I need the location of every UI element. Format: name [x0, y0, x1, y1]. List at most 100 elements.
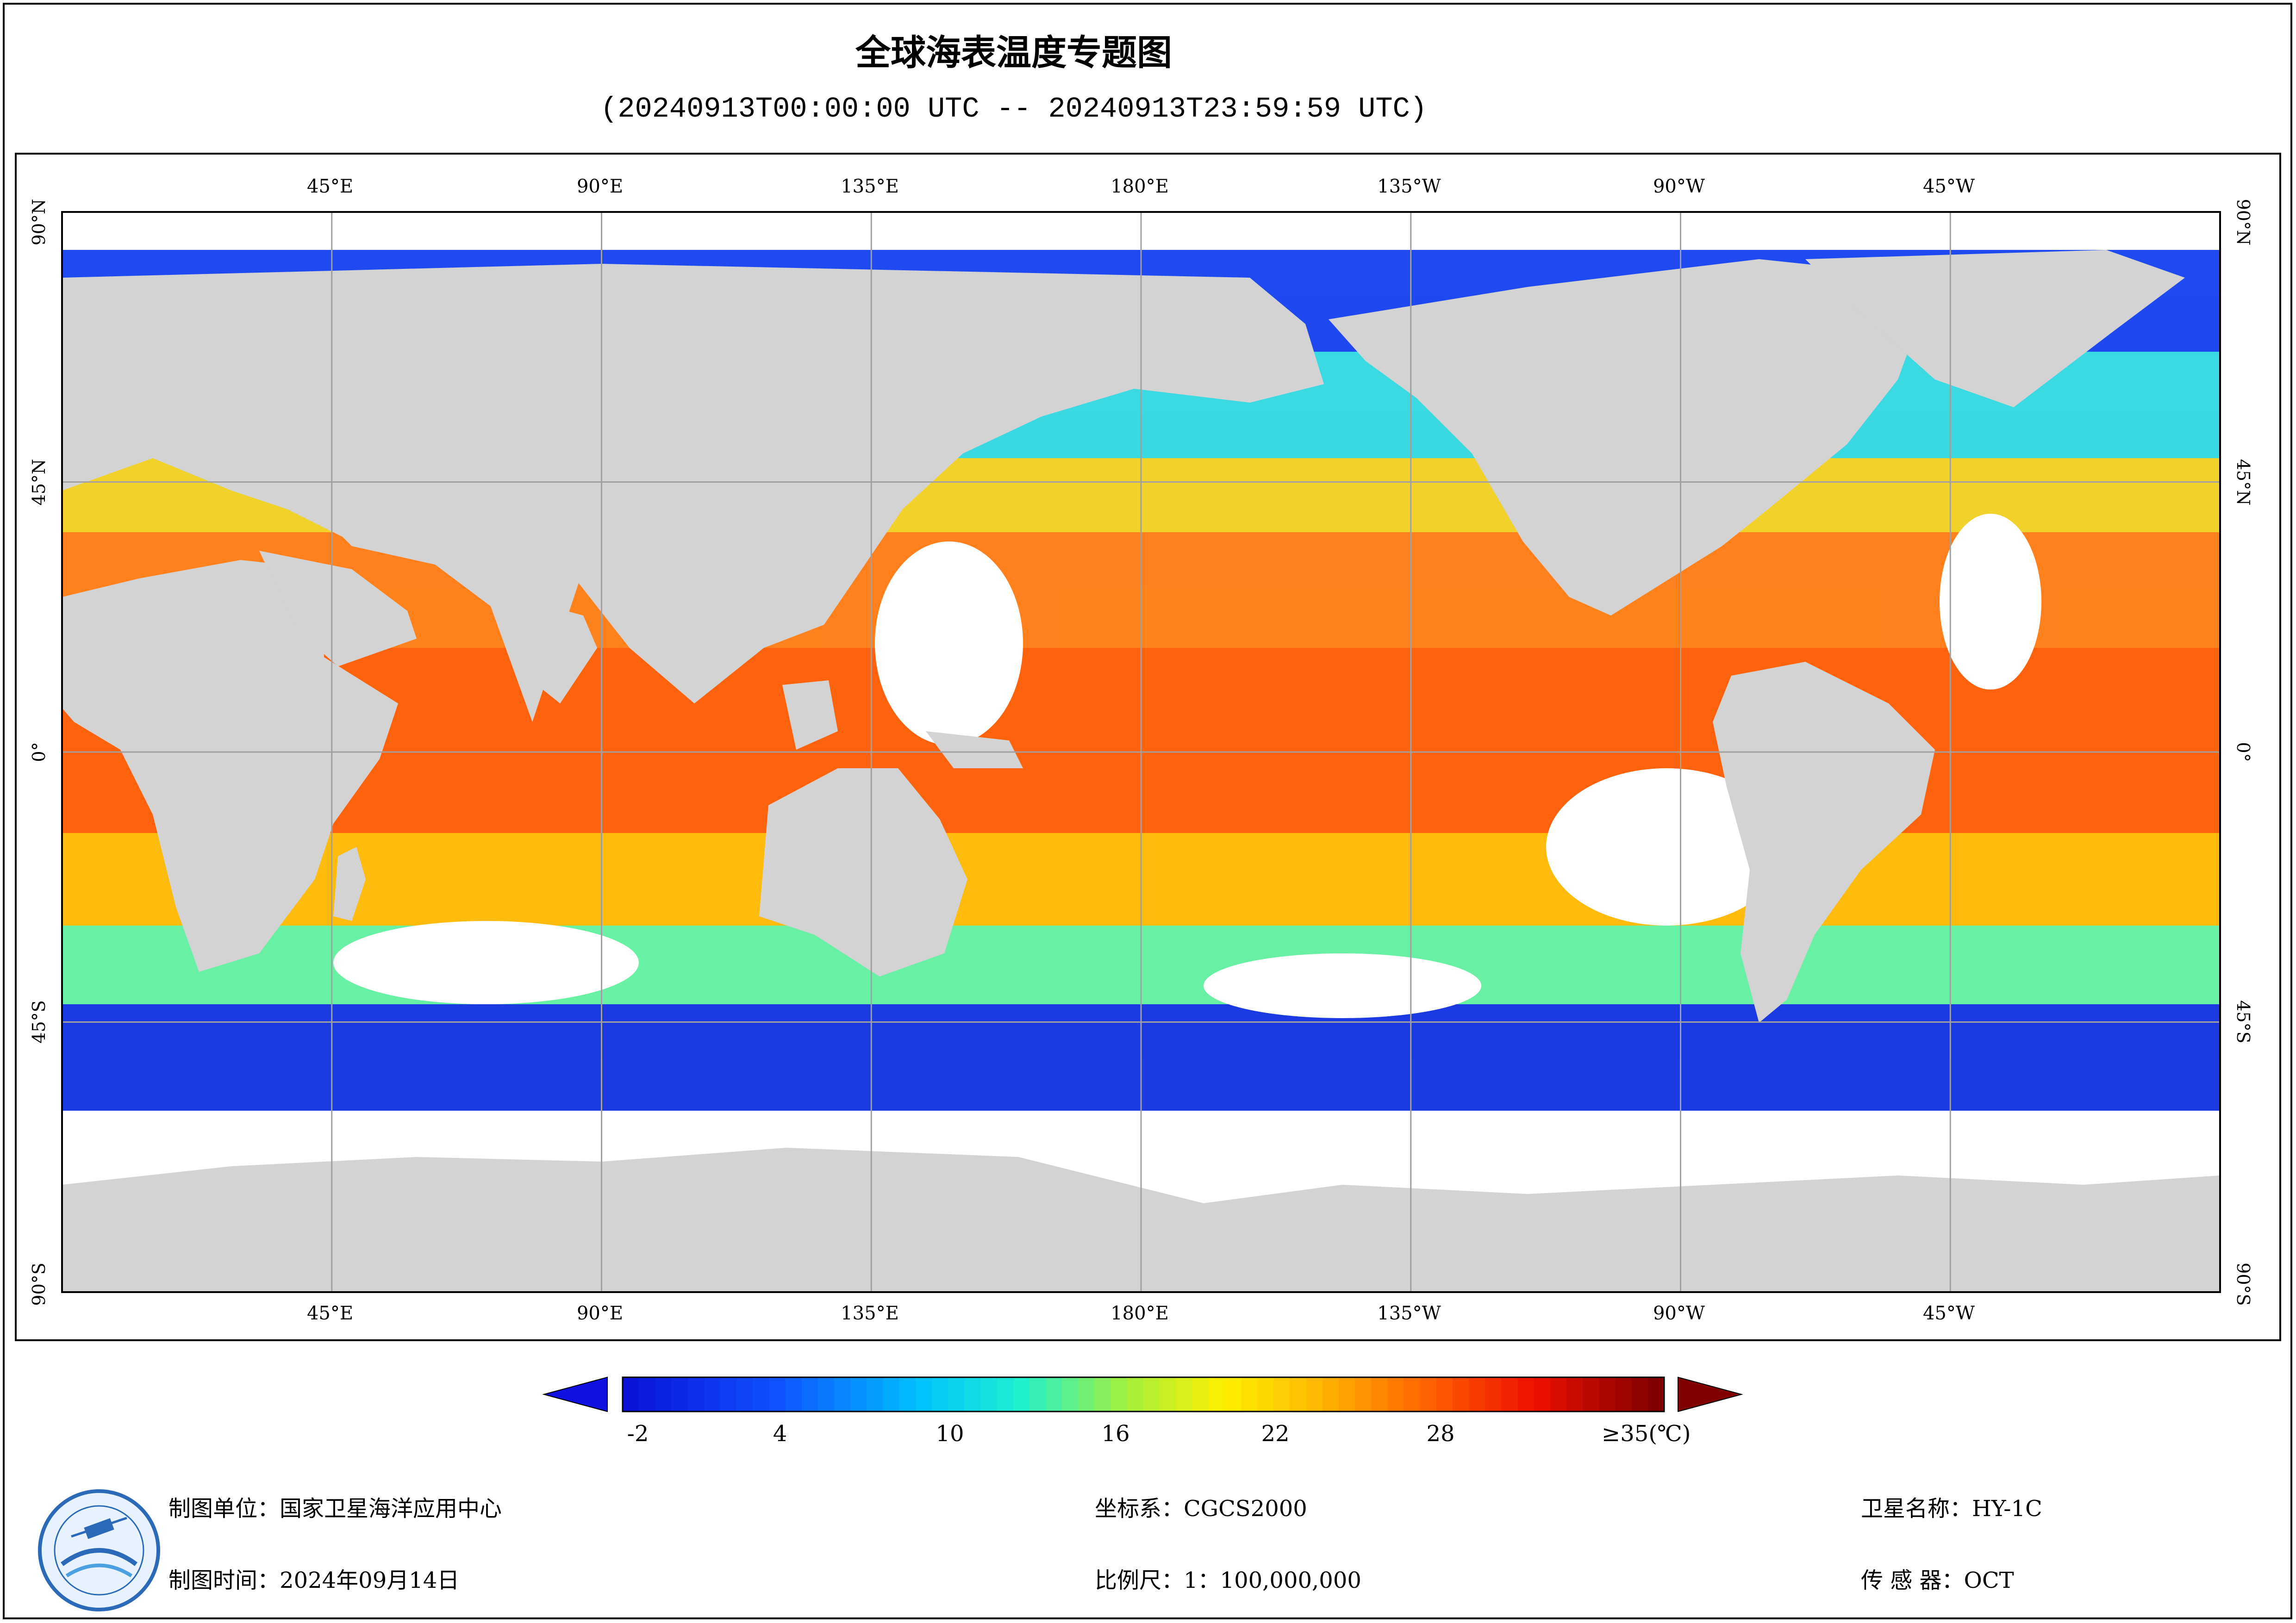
lat-label-right-90s: 90°S [2233, 1262, 2253, 1306]
colorbar-cell [1224, 1377, 1242, 1412]
colorbar-cell [899, 1377, 916, 1412]
colorbar-cell [736, 1377, 753, 1412]
lat-label-left-45n: 45°N [29, 459, 49, 506]
colorbar-cell [883, 1377, 900, 1412]
coordinate-system: 坐标系：CGCS2000 [1095, 1496, 1307, 1522]
lat-label-right-45n: 45°N [2233, 459, 2253, 506]
colorbar-cell [1534, 1377, 1551, 1412]
map-date: 制图时间：2024年09月14日 [168, 1567, 460, 1593]
colorbar-cell [1192, 1377, 1209, 1412]
colorbar-cell [1371, 1377, 1388, 1412]
colorbar-cell [915, 1377, 932, 1412]
colorbar-cell [964, 1377, 981, 1412]
colorbar-cell [1647, 1377, 1665, 1412]
lon-label-top-135e: 135°E [841, 176, 899, 197]
lon-label-bottom-135e: 135°E [841, 1303, 899, 1324]
colorbar-cell [1615, 1377, 1632, 1412]
land-africa [62, 560, 398, 972]
lon-label-bottom-90e: 90°E [576, 1303, 624, 1324]
colorbar-cell [1501, 1377, 1518, 1412]
map-producer: 制图单位：国家卫星海洋应用中心 [168, 1496, 502, 1522]
lon-label-bottom-180e: 180°E [1111, 1303, 1169, 1324]
colorbar-cell [1338, 1377, 1355, 1412]
colorbar-cell [1436, 1377, 1453, 1412]
lat-label-right-0: 0° [2233, 742, 2253, 762]
colorbar-cell [769, 1377, 786, 1412]
colorbar-cell [834, 1377, 851, 1412]
time-range-subtitle: (20240913T00:00:00 UTC -- 20240913T23:59… [600, 93, 1427, 125]
colorbar-tick-label: -2 [627, 1421, 649, 1447]
lat-label-right-45s: 45°S [2233, 1000, 2253, 1044]
land-arabia [259, 551, 417, 666]
map-frame [15, 153, 2281, 1341]
colorbar-under-arrow [542, 1376, 608, 1412]
colorbar-cell [1257, 1377, 1274, 1412]
cloud-patch [1940, 514, 2041, 690]
colorbar-cell [1583, 1377, 1599, 1412]
colorbar-cell [1453, 1377, 1469, 1412]
colorbar-tick-label: 10 [936, 1421, 964, 1447]
colorbar-cell [1631, 1377, 1648, 1412]
lon-label-top-90w: 90°W [1653, 176, 1705, 197]
cloud-patch [1204, 953, 1481, 1018]
colorbar-cell [1420, 1377, 1437, 1412]
colorbar-cell [1517, 1377, 1535, 1412]
land-north-america [1329, 259, 1935, 616]
colorbar-cell [1062, 1377, 1079, 1412]
colorbar-cell [1599, 1377, 1616, 1412]
cloud-patch [1546, 768, 1787, 926]
nsoas-logo-icon [38, 1489, 160, 1611]
colorbar-cell [785, 1377, 802, 1412]
colorbar-cell [850, 1377, 867, 1412]
lon-label-bottom-45e: 45°E [306, 1303, 354, 1324]
lat-label-left-90n: 90°N [29, 199, 49, 246]
colorbar-cell [1290, 1377, 1307, 1412]
colorbar-cell [1111, 1377, 1128, 1412]
colorbar-cell [1160, 1377, 1176, 1412]
cloud-patch [333, 921, 639, 1004]
colorbar-over-arrow [1678, 1376, 1743, 1412]
colorbar-cell [1127, 1377, 1144, 1412]
colorbar-cell [1176, 1377, 1193, 1412]
colorbar-cell [1241, 1377, 1258, 1412]
sensor-name: 传 感 器：OCT [1861, 1567, 2014, 1593]
map-scale: 比例尺：1：100,000,000 [1095, 1567, 1361, 1593]
colorbar-cell [623, 1377, 639, 1412]
colorbar-cell [1550, 1377, 1567, 1412]
map-border [61, 211, 2221, 1293]
colorbar-cell [1143, 1377, 1160, 1412]
colorbar [542, 1376, 1743, 1412]
colorbar-cell [1208, 1377, 1225, 1412]
colorbar-cell [801, 1377, 818, 1412]
lon-label-bottom-135w: 135°W [1377, 1303, 1441, 1324]
colorbar-cell [1566, 1377, 1583, 1412]
lat-label-left-90s: 90°S [29, 1262, 49, 1306]
colorbar-tick-label: 28 [1426, 1421, 1455, 1447]
lon-label-top-45w: 45°W [1922, 176, 1975, 197]
colorbar-cell [997, 1377, 1014, 1412]
colorbar-cell [932, 1377, 948, 1412]
colorbar-cells [623, 1377, 1665, 1412]
lon-label-top-180e: 180°E [1111, 176, 1169, 197]
colorbar-cell [1322, 1377, 1339, 1412]
land-new-guinea [926, 731, 1023, 768]
lon-label-bottom-45w: 45°W [1922, 1303, 1975, 1324]
colorbar-tick-label: 22 [1261, 1421, 1290, 1447]
colorbar-cell [1094, 1377, 1111, 1412]
colorbar-cell [980, 1377, 998, 1412]
land-australia [759, 768, 967, 976]
colorbar-cell [1273, 1377, 1291, 1412]
lon-label-top-45e: 45°E [306, 176, 354, 197]
colorbar-tick-label: 16 [1101, 1421, 1130, 1447]
colorbar-cell [867, 1377, 884, 1412]
lat-label-left-0: 0° [29, 742, 49, 762]
colorbar-cell [1078, 1377, 1095, 1412]
page-frame [3, 3, 2292, 1619]
colorbar-cell [753, 1377, 770, 1412]
colorbar-max-label: ≥35(℃) [1602, 1421, 1691, 1447]
land-eurasia [62, 264, 1324, 722]
colorbar-cell [1355, 1377, 1372, 1412]
land-greenland [1805, 250, 2185, 407]
colorbar-cell [671, 1377, 688, 1412]
